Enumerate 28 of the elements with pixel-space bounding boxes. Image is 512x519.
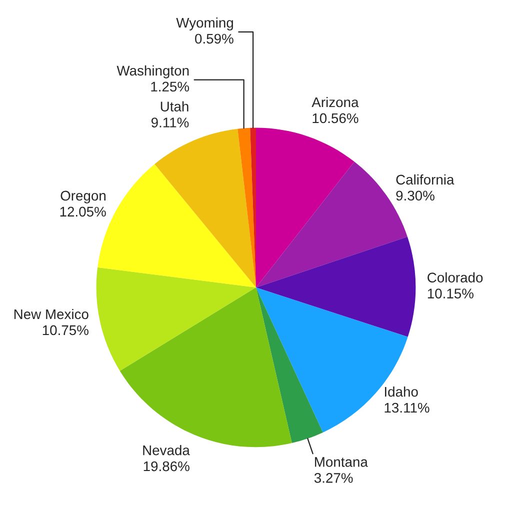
data-label: 10.56% — [312, 113, 358, 124]
data-label: 12.05% — [60, 206, 106, 217]
slice-label: Nevada — [143, 445, 190, 456]
slice-label: California — [396, 174, 454, 185]
slice-label: Arizona — [312, 96, 359, 108]
slice-label: Colorado — [428, 272, 483, 282]
slice-label: New Mexico — [14, 308, 88, 320]
data-label: 10.75% — [42, 325, 88, 336]
pie-slice — [96, 267, 256, 371]
slice-label: Wyoming — [176, 17, 233, 30]
data-label: 3.27% — [314, 473, 353, 483]
slice-label: Utah — [160, 101, 188, 112]
data-label: 0.59% — [195, 34, 234, 44]
pie-slice — [238, 128, 256, 288]
data-label: 19.86% — [144, 461, 190, 472]
slice-label: Idaho — [384, 386, 418, 397]
data-label: 9.11% — [151, 118, 189, 128]
slice-label: Montana — [315, 457, 368, 467]
pie-slice — [256, 287, 323, 444]
pie-slice — [256, 128, 354, 288]
pie-slice — [154, 128, 256, 288]
data-label: 10.15% — [428, 288, 474, 298]
data-label: 1.25% — [151, 82, 190, 92]
data-label: 9.30% — [396, 190, 434, 201]
slice-label: Washington — [116, 65, 189, 78]
slice-label: Oregon — [60, 190, 106, 204]
data-label: 13.11% — [384, 402, 430, 413]
pie-slice — [256, 236, 416, 337]
